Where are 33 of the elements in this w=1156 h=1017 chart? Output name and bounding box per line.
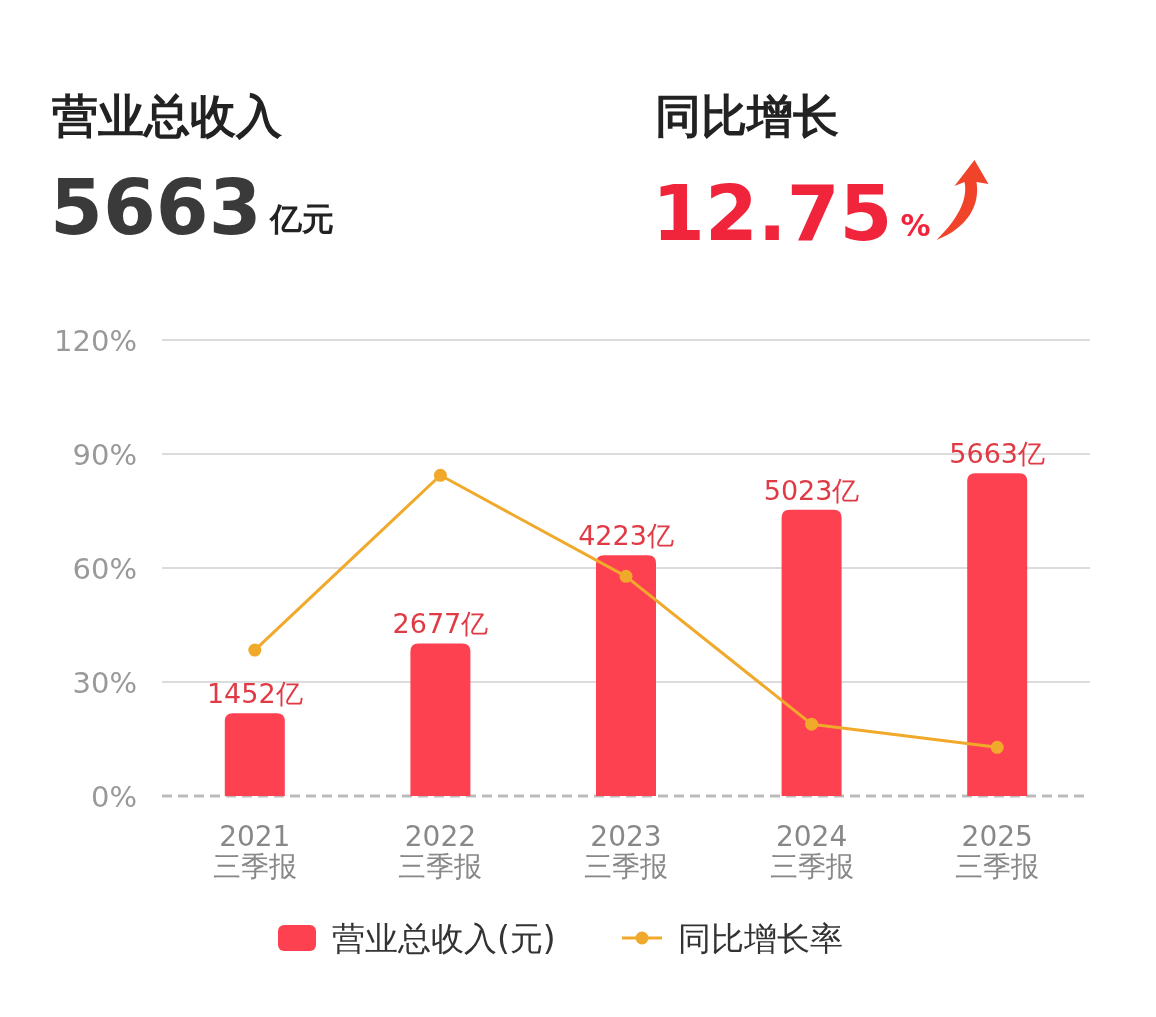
point [248, 643, 262, 657]
y-tick-label: 30% [72, 666, 137, 700]
data-label: 4223亿 [578, 520, 674, 552]
text: 5663 [50, 163, 262, 252]
y-tick-label: 0% [90, 780, 137, 814]
point [619, 569, 633, 583]
legend-label: 营业总收入(元) [332, 919, 556, 958]
y-tick-label: 90% [72, 438, 137, 472]
y-tick-label: 120% [54, 324, 137, 358]
x-tick-label: 2021 三季报 [212, 820, 297, 883]
text: % [900, 208, 931, 243]
x-tick-label: 2025 三季报 [955, 820, 1040, 883]
y-tick-label: 60% [72, 552, 137, 586]
bar [224, 713, 285, 796]
bar [781, 509, 842, 796]
data-label: 5023亿 [763, 474, 860, 506]
text: 12.75 [652, 169, 893, 258]
text: 营业总收入 [52, 89, 283, 143]
data-label: 5663亿 [949, 438, 1046, 470]
bar [410, 643, 471, 796]
x-tick-label: 2023 三季报 [584, 820, 668, 883]
bar [596, 555, 656, 796]
point [433, 468, 447, 482]
x-tick-label: 2024 三季报 [769, 820, 854, 883]
text: 亿元 [267, 200, 334, 238]
data-label: 1452亿 [206, 678, 303, 710]
legend-label: 同比增长率 [678, 919, 843, 958]
bar [967, 473, 1028, 796]
x-tick-label: 2022 三季报 [398, 820, 483, 883]
text: 同比增长 [655, 89, 839, 143]
point [990, 740, 1004, 754]
point [805, 717, 819, 731]
data-label: 2677亿 [392, 608, 489, 640]
